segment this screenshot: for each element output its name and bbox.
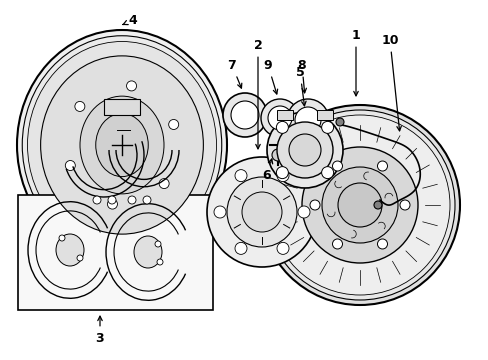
Text: 4: 4 [122,14,137,27]
Circle shape [276,121,288,133]
Circle shape [157,259,163,265]
Circle shape [226,177,296,247]
Circle shape [59,235,65,241]
Text: 10: 10 [381,33,401,131]
Ellipse shape [41,56,203,234]
Circle shape [75,102,85,112]
Circle shape [332,239,342,249]
Circle shape [223,93,266,137]
Bar [18,195,213,310]
Circle shape [332,161,342,171]
Circle shape [335,118,343,126]
Circle shape [93,196,101,204]
Text: 2: 2 [253,39,262,149]
Circle shape [337,183,381,227]
Ellipse shape [134,236,162,268]
Text: 3: 3 [96,316,104,345]
Text: 1: 1 [351,28,360,96]
Circle shape [65,161,75,171]
Circle shape [294,107,320,133]
Circle shape [264,110,454,300]
Circle shape [126,81,136,91]
Circle shape [269,115,449,295]
Circle shape [377,161,386,171]
Circle shape [155,241,161,247]
Text: 8: 8 [297,59,306,93]
Ellipse shape [56,234,84,266]
Circle shape [206,157,316,267]
Circle shape [214,206,225,218]
Circle shape [309,200,319,210]
Circle shape [288,134,320,166]
Bar [276,111,292,120]
Bar [104,99,140,115]
Circle shape [107,199,117,209]
Circle shape [168,120,178,130]
Circle shape [267,106,291,130]
Ellipse shape [96,113,148,177]
Circle shape [159,179,169,189]
Ellipse shape [17,30,226,260]
Circle shape [276,122,332,178]
Circle shape [108,196,116,204]
Circle shape [399,200,409,210]
Circle shape [271,149,284,161]
Bar [316,111,332,120]
Circle shape [276,170,288,182]
Circle shape [77,255,83,261]
Circle shape [230,101,259,129]
Circle shape [286,99,328,141]
Circle shape [377,239,386,249]
Circle shape [142,196,151,204]
Text: 7: 7 [227,59,241,88]
Circle shape [321,167,333,179]
Circle shape [242,192,282,232]
Text: 6: 6 [262,159,272,181]
Text: 9: 9 [263,59,277,94]
Circle shape [266,112,342,188]
Circle shape [235,242,246,255]
Circle shape [276,242,288,255]
Circle shape [321,121,333,133]
Ellipse shape [27,41,216,248]
Circle shape [276,167,288,179]
Circle shape [373,201,381,209]
Circle shape [128,196,136,204]
Circle shape [321,167,397,243]
Circle shape [235,170,246,182]
Ellipse shape [80,96,163,194]
Circle shape [302,147,417,263]
Circle shape [297,206,309,218]
Circle shape [261,99,298,137]
Text: 5: 5 [295,66,305,106]
Circle shape [260,105,459,305]
Ellipse shape [22,36,221,254]
